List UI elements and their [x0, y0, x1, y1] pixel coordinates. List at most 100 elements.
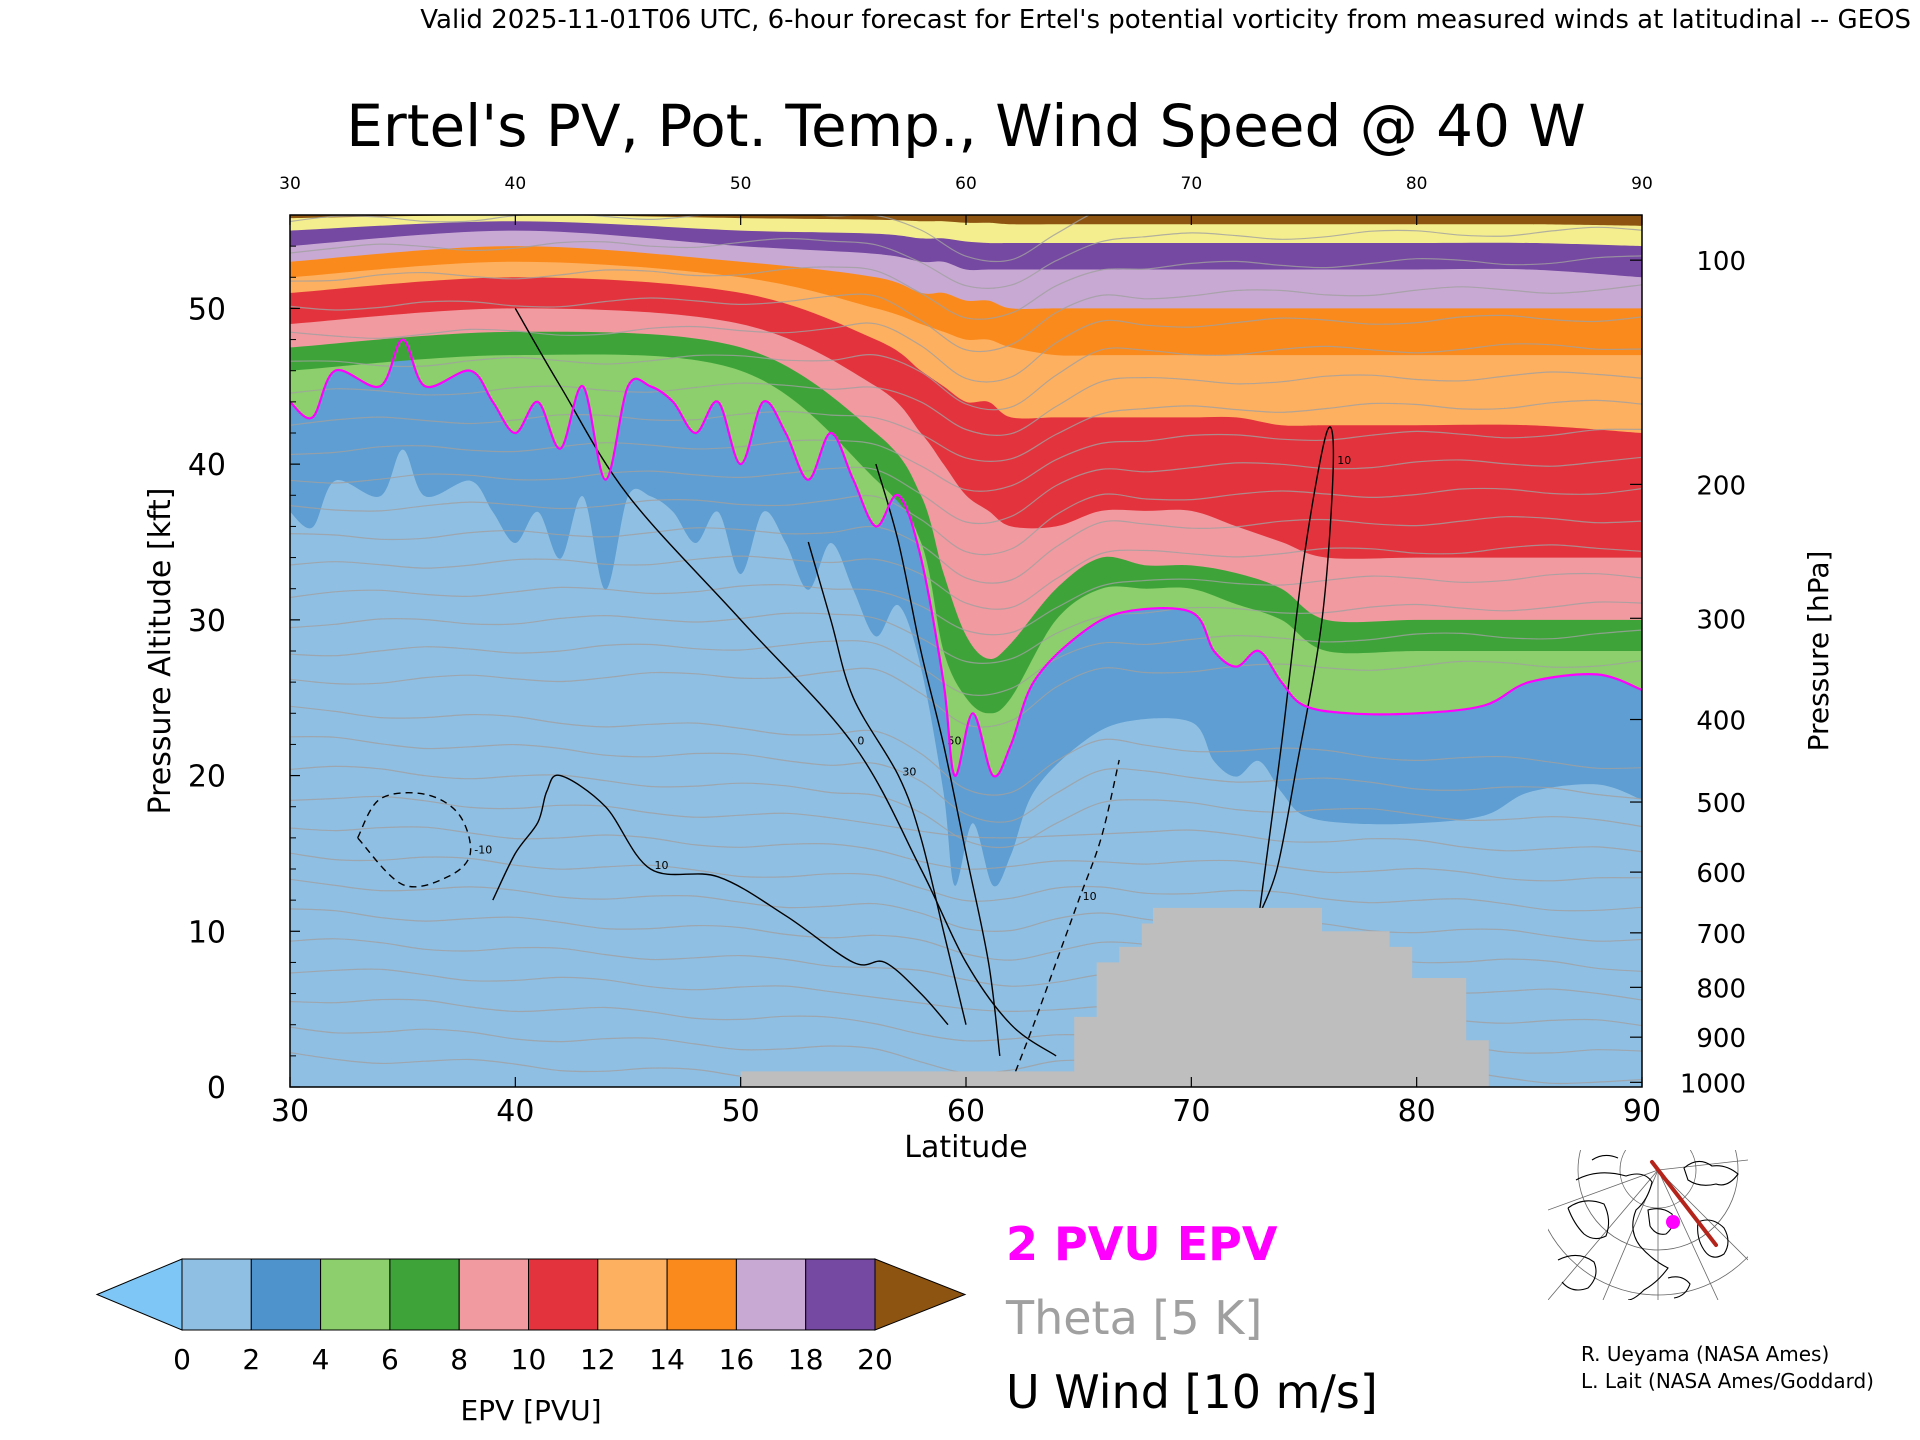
x-top-tick-label: 30	[279, 174, 301, 194]
theta-line	[290, 795, 1642, 853]
wind-contour-6	[1258, 426, 1335, 916]
theta-line	[290, 544, 1642, 610]
colorbar-segment	[528, 1258, 599, 1331]
colorbar-tick-label: 18	[788, 1343, 824, 1376]
valid-time-header: Valid 2025-11-01T06 UTC, 6-hour forecast…	[420, 5, 1911, 35]
chart-title: Ertel's PV, Pot. Temp., Wind Speed @ 40 …	[346, 92, 1586, 160]
colorbar-segment	[597, 1258, 668, 1331]
colorbar-segment	[389, 1258, 460, 1331]
theta-line	[290, 852, 1642, 912]
y-tick-label: 0	[207, 1071, 226, 1106]
theta-line	[290, 284, 1642, 353]
theta-line	[290, 908, 1642, 972]
colorbar-tick-label: 14	[649, 1343, 685, 1376]
wind-contour-label: -10	[474, 843, 492, 856]
legend: 2 PVU EPV Theta [5 K] U Wind [10 m/s]	[1005, 1217, 1378, 1419]
theta-line	[290, 572, 1642, 636]
colorbar-tick-label: 10	[511, 1343, 547, 1376]
theta-line	[290, 255, 1642, 320]
y-tick-label: 50	[188, 292, 226, 327]
y2-tick-label: 200	[1696, 471, 1746, 501]
theta-line	[290, 629, 1642, 697]
wind-contour-label: 10	[655, 859, 669, 872]
y-tick-label: 40	[188, 448, 226, 483]
theta-line	[290, 343, 1642, 411]
x-top-tick-label: 90	[1631, 174, 1653, 194]
y2-tick-label: 300	[1696, 605, 1746, 635]
colorbar-tick-label: 20	[857, 1343, 893, 1376]
wind-contour-label: 0	[857, 734, 864, 747]
wind-contour-label: 10	[1083, 890, 1097, 903]
theta-line	[290, 456, 1642, 525]
theta-line	[290, 516, 1642, 584]
wind-contour-4	[356, 792, 472, 888]
theta-line	[290, 705, 1642, 796]
theta-line	[290, 659, 1642, 728]
colorbar-tick-label: 4	[312, 1343, 330, 1376]
terrain-mask	[740, 907, 1489, 1087]
x-top-tick-label: 80	[1406, 174, 1428, 194]
legend-wind-label: U Wind [10 m/s]	[1006, 1365, 1378, 1419]
wind-contour-2	[875, 463, 1001, 1056]
y2-tick-label: 100	[1696, 247, 1746, 277]
y2-tick-label: 800	[1696, 974, 1746, 1004]
colorbar-tick-label: 16	[719, 1343, 755, 1376]
colorbar-segment	[805, 1258, 876, 1331]
colorbar: 0 2 4 6 8 10 12 14 16 18 20	[95, 1258, 967, 1376]
theta-line	[290, 878, 1642, 942]
x-tick-label: 40	[496, 1094, 534, 1129]
wind-contour-label: 30	[902, 766, 916, 779]
colorbar-segment	[666, 1258, 737, 1331]
inset-map	[1548, 1150, 1748, 1300]
theta-line	[290, 826, 1642, 882]
x-top-tick-label: 40	[505, 174, 527, 194]
legend-pv-label: 2 PVU EPV	[1006, 1217, 1278, 1271]
y-axis-label: Pressure Altitude [kft]	[143, 488, 178, 815]
colorbar-over-arrow	[874, 1258, 967, 1331]
theta-line	[290, 736, 1642, 823]
credit-line-1: R. Ueyama (NASA Ames)	[1581, 1342, 1829, 1366]
y2-tick-label: 600	[1696, 859, 1746, 889]
y-tick-label: 10	[188, 915, 226, 950]
wind-contour-1	[807, 541, 967, 1025]
colorbar-segment	[458, 1258, 530, 1331]
y2-tick-label: 400	[1696, 707, 1746, 737]
colorbar-tick-label: 8	[450, 1343, 468, 1376]
map-location-marker	[1666, 1215, 1680, 1229]
wind-contour-label: 10	[1337, 454, 1351, 467]
colorbar-segment	[250, 1258, 322, 1331]
theta-line	[290, 314, 1642, 383]
y2-axis-label: Pressure [hPa]	[1802, 551, 1835, 752]
theta-line	[290, 428, 1642, 492]
y-tick-label: 20	[188, 760, 226, 795]
credit-line-2: L. Lait (NASA Ames/Goddard)	[1581, 1369, 1874, 1393]
map-cross-section-track	[1650, 1160, 1718, 1247]
x-tick-label: 80	[1398, 1094, 1436, 1129]
theta-line	[290, 371, 1642, 437]
theta-line	[290, 487, 1642, 556]
x-top-tick-label: 60	[955, 174, 977, 194]
colorbar-segment	[181, 1258, 252, 1331]
x-tick-label: 90	[1623, 1094, 1661, 1129]
x-tick-label: 70	[1172, 1094, 1210, 1129]
terrain-polygon	[740, 907, 1489, 1087]
colorbar-tick-label: 2	[242, 1343, 260, 1376]
wind-contour-0	[492, 774, 949, 1026]
theta-line	[290, 226, 1642, 289]
x-top-tick-label: 50	[730, 174, 752, 194]
x-tick-label: 50	[722, 1094, 760, 1129]
colorbar-tick-label: 12	[580, 1343, 616, 1376]
wind-contour-5	[514, 308, 1057, 1057]
pv-band-1	[290, 339, 1642, 887]
x-top-tick-label: 70	[1181, 174, 1203, 194]
colorbar-under-arrow	[95, 1258, 183, 1331]
theta-line	[290, 601, 1642, 664]
theta-line	[290, 399, 1642, 462]
u-wind-contours: 10 30 50 10 -10 0 10	[356, 308, 1351, 1072]
x-axis-label: Latitude	[904, 1130, 1027, 1165]
y2-tick-label: 900	[1696, 1024, 1746, 1054]
colorbar-segment	[735, 1258, 807, 1331]
x-tick-label: 60	[947, 1094, 985, 1129]
